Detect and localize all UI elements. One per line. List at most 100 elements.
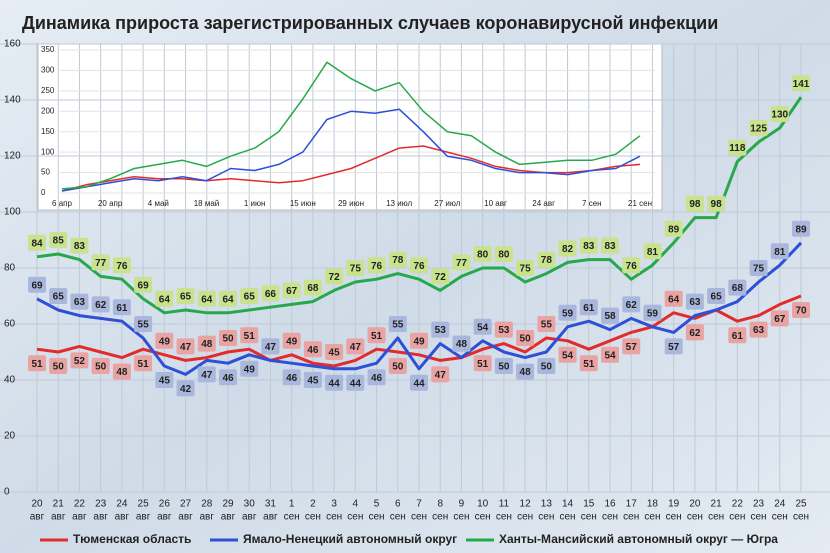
x-tick-month: авг xyxy=(136,512,151,523)
data-label: 69 xyxy=(138,280,150,291)
data-label-box xyxy=(579,299,598,316)
data-label-box xyxy=(516,260,535,276)
y-tick-label: 150 xyxy=(41,127,55,136)
x-tick-label: 18 xyxy=(647,499,659,510)
data-label: 67 xyxy=(286,286,298,297)
data-label: 51 xyxy=(138,359,150,370)
data-label: 81 xyxy=(647,247,659,258)
x-tick-label: 5 xyxy=(374,499,380,510)
data-label-box xyxy=(219,369,237,386)
data-label: 57 xyxy=(626,342,638,353)
data-label-box xyxy=(410,374,428,391)
data-label-box xyxy=(579,237,598,254)
data-label-box xyxy=(431,366,450,383)
y-tick-label: 250 xyxy=(41,86,55,95)
data-label-box xyxy=(622,338,641,355)
x-tick-label: 19 xyxy=(668,499,680,510)
data-label-box xyxy=(749,260,768,276)
data-label-box xyxy=(155,332,174,349)
x-tick-month: авг xyxy=(178,512,193,523)
data-label: 80 xyxy=(477,250,489,261)
data-label-box xyxy=(685,293,704,310)
x-tick-label: 15 xyxy=(583,499,595,510)
x-tick-month: авг xyxy=(115,512,130,523)
data-label: 118 xyxy=(729,143,746,154)
data-label-box xyxy=(112,299,131,316)
data-label: 141 xyxy=(793,79,810,90)
data-label-box xyxy=(749,120,768,136)
data-label-box xyxy=(197,335,216,352)
data-label-box xyxy=(197,366,216,383)
data-label: 51 xyxy=(477,359,489,370)
x-tick-month: сен xyxy=(326,512,342,523)
data-label: 76 xyxy=(371,261,383,272)
x-tick-month: сен xyxy=(390,512,406,523)
y-tick-label: 140 xyxy=(4,95,21,106)
data-label-box xyxy=(601,346,619,363)
data-label-box xyxy=(155,290,174,307)
x-tick-month: сен xyxy=(602,512,618,523)
data-label: 47 xyxy=(350,342,362,353)
data-label: 69 xyxy=(31,280,43,291)
data-label: 52 xyxy=(74,356,86,367)
x-tick-month: сен xyxy=(517,512,533,523)
data-label: 53 xyxy=(498,325,510,336)
x-tick-label: 17 xyxy=(626,499,638,510)
data-label-box xyxy=(155,372,174,388)
data-label-box xyxy=(537,251,556,268)
x-tick-label: 1 июн xyxy=(244,199,266,208)
x-tick-month: авг xyxy=(93,512,108,523)
data-label: 89 xyxy=(795,224,807,235)
data-label: 63 xyxy=(74,297,86,308)
data-label-box xyxy=(516,363,535,380)
y-tick-label: 100 xyxy=(4,207,21,218)
data-label: 54 xyxy=(604,350,616,361)
data-label-box xyxy=(49,358,68,374)
x-tick-month: авг xyxy=(242,512,257,523)
data-label-box xyxy=(601,307,619,324)
data-label: 50 xyxy=(498,362,510,373)
legend-label: Ямало-Ненецкий автономный округ xyxy=(243,532,457,546)
data-label-box xyxy=(325,268,344,285)
data-label: 62 xyxy=(626,300,638,311)
data-label-box xyxy=(728,139,747,156)
data-label-box xyxy=(219,290,237,307)
x-tick-label: 18 май xyxy=(194,199,220,208)
x-tick-label: 6 xyxy=(395,499,401,510)
data-label: 46 xyxy=(286,373,298,384)
data-label-box xyxy=(303,341,322,358)
data-label: 50 xyxy=(392,362,404,373)
data-label-box xyxy=(28,355,46,372)
data-label: 98 xyxy=(689,199,701,210)
data-label-box xyxy=(346,338,365,355)
x-tick-month: авг xyxy=(30,512,45,523)
x-tick-month: сен xyxy=(432,512,448,523)
x-tick-month: сен xyxy=(560,512,576,523)
data-label: 55 xyxy=(541,320,553,331)
data-label-box xyxy=(643,304,662,321)
data-label: 45 xyxy=(307,376,319,387)
x-tick-label: 12 xyxy=(520,499,532,510)
data-label: 72 xyxy=(329,272,341,283)
x-tick-month: сен xyxy=(369,512,385,523)
data-label-box xyxy=(537,316,556,332)
data-label: 83 xyxy=(74,241,86,252)
data-label-box xyxy=(197,290,216,307)
data-label-box xyxy=(579,355,598,372)
x-tick-label: 31 xyxy=(265,499,277,510)
y-tick-label: 40 xyxy=(4,375,16,386)
y-tick-label: 0 xyxy=(41,188,46,197)
data-label: 44 xyxy=(329,378,341,389)
x-tick-month: сен xyxy=(623,512,639,523)
x-tick-label: 26 xyxy=(159,499,171,510)
x-tick-label: 11 xyxy=(499,499,510,510)
data-label-box xyxy=(261,285,280,302)
x-tick-label: 25 xyxy=(138,499,150,510)
data-label-box xyxy=(91,296,110,313)
data-label: 44 xyxy=(350,378,362,389)
x-tick-month: сен xyxy=(305,512,321,523)
x-tick-label: 23 xyxy=(95,499,107,510)
data-label-box xyxy=(685,324,704,341)
data-label-box xyxy=(240,360,259,377)
